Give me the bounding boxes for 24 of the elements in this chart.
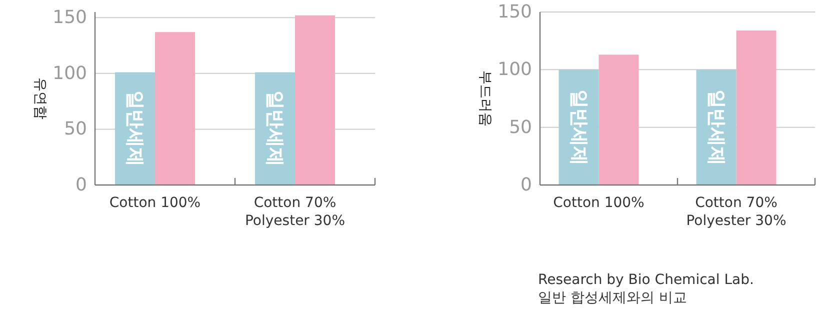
text: 일반세제 (705, 89, 728, 166)
bar (155, 32, 195, 185)
x-tick-label: Cotton 70% Polyester 30% (686, 195, 786, 229)
y-tick-label: 0 (520, 174, 532, 196)
text: 일반 합성세제와의 비교 (538, 290, 687, 306)
y-axis-title: 부드러움 (477, 70, 493, 126)
y-tick-label: 150 (52, 7, 87, 28)
y-tick-label: 100 (498, 59, 532, 80)
y-tick-label: 50 (64, 118, 87, 140)
bar (598, 54, 639, 185)
text: 일반세제 (264, 90, 286, 167)
y-axis-title: 유연함 (32, 78, 48, 120)
text: Research by Bio Chemical Lab. (538, 272, 754, 288)
y-tick-label: 100 (52, 62, 87, 84)
x-tick-label: Cotton 100% (109, 195, 201, 211)
y-tick-label: 0 (76, 174, 87, 196)
x-tick-label: Cotton 100% (553, 195, 644, 211)
x-tick-label: Cotton 70% Polyester 30% (244, 195, 346, 229)
series-label: 일반세제 (568, 89, 590, 166)
y-tick-label: 50 (509, 116, 532, 138)
bar (295, 15, 335, 185)
series-label: 일반세제 (124, 90, 146, 167)
y-tick-label: 150 (498, 2, 532, 22)
bar (736, 30, 776, 185)
